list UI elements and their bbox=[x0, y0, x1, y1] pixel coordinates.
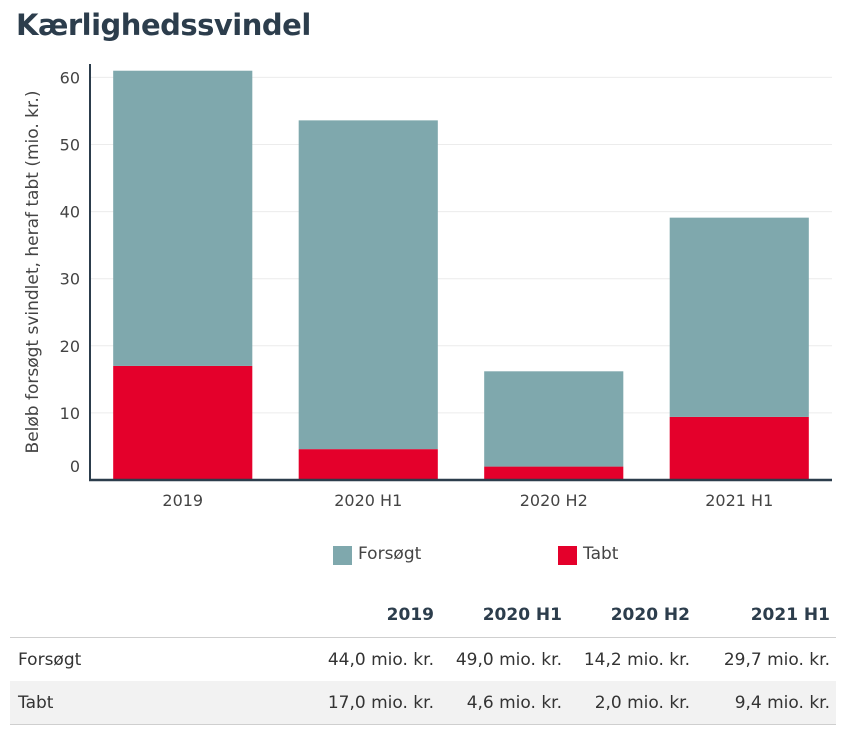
legend-item-tabt: Tabt bbox=[558, 542, 618, 565]
bar-tabt-2020-h2 bbox=[484, 466, 624, 480]
bar-forsogt-2021-h1 bbox=[669, 217, 809, 417]
table-header-cell: 2019 bbox=[386, 605, 434, 625]
y-axis-label: Beløb forsøgt svindlet, heraf tabt (mio.… bbox=[23, 91, 43, 454]
y-tick-label: 10 bbox=[60, 404, 80, 423]
table-cell: 14,2 mio. kr. bbox=[568, 637, 696, 681]
bar-tabt-2021-h1 bbox=[669, 416, 809, 480]
table-header-cell bbox=[10, 593, 300, 638]
x-tick-label: 2020 H2 bbox=[520, 491, 588, 510]
y-tick-label: 20 bbox=[60, 337, 80, 356]
table-cell: 9,4 mio. kr. bbox=[696, 681, 836, 725]
summary-table: 2019 2020 H1 2020 H2 2021 H1 Forsøgt 44,… bbox=[10, 593, 836, 725]
x-tick-label: 2021 H1 bbox=[705, 491, 773, 510]
y-tick-label: 0 bbox=[70, 457, 80, 476]
table-cell: 2,0 mio. kr. bbox=[568, 681, 696, 725]
bar-forsogt-2020-h2 bbox=[484, 371, 624, 467]
x-tick-label: 2020 H1 bbox=[334, 491, 402, 510]
bars bbox=[113, 70, 809, 480]
table-header-cell: 2020 H2 bbox=[610, 605, 690, 625]
table-row-label: Forsøgt bbox=[10, 637, 300, 681]
y-tick-label: 30 bbox=[60, 270, 80, 289]
table-header-row: 2019 2020 H1 2020 H2 2021 H1 bbox=[10, 593, 836, 638]
legend-item-forsogt: Forsøgt bbox=[333, 542, 421, 565]
table-header-cell: 2020 H1 bbox=[482, 605, 562, 625]
legend-swatch-tabt bbox=[558, 546, 577, 565]
legend: Forsøgt Tabt bbox=[0, 542, 848, 572]
table-row-label: Tabt bbox=[10, 681, 300, 725]
x-tick-labels: 2019 2020 H1 2020 H2 2021 H1 bbox=[162, 491, 773, 510]
table-row: Tabt 17,0 mio. kr. 4,6 mio. kr. 2,0 mio.… bbox=[10, 681, 836, 725]
legend-label-tabt: Tabt bbox=[583, 543, 619, 564]
y-tick-label: 60 bbox=[60, 68, 80, 87]
y-tick-labels: 0 10 20 30 40 50 60 bbox=[60, 68, 80, 476]
bar-tabt-2020-h1 bbox=[298, 449, 438, 480]
table-cell: 49,0 mio. kr. bbox=[440, 637, 568, 681]
table-cell: 29,7 mio. kr. bbox=[696, 637, 836, 681]
legend-swatch-forsogt bbox=[333, 546, 352, 565]
bar-forsogt-2019 bbox=[113, 70, 253, 366]
y-tick-label: 40 bbox=[60, 203, 80, 222]
table-cell: 17,0 mio. kr. bbox=[300, 681, 440, 725]
table-cell: 4,6 mio. kr. bbox=[440, 681, 568, 725]
bar-forsogt-2020-h1 bbox=[298, 120, 438, 450]
bar-tabt-2019 bbox=[113, 365, 253, 480]
x-tick-label: 2019 bbox=[162, 491, 203, 510]
y-tick-label: 50 bbox=[60, 136, 80, 155]
table-header-cell: 2021 H1 bbox=[750, 605, 830, 625]
table-row: Forsøgt 44,0 mio. kr. 49,0 mio. kr. 14,2… bbox=[10, 637, 836, 681]
chart-title: Kærlighedssvindel bbox=[16, 8, 311, 42]
legend-label-forsogt: Forsøgt bbox=[358, 543, 422, 564]
table-cell: 44,0 mio. kr. bbox=[300, 637, 440, 681]
